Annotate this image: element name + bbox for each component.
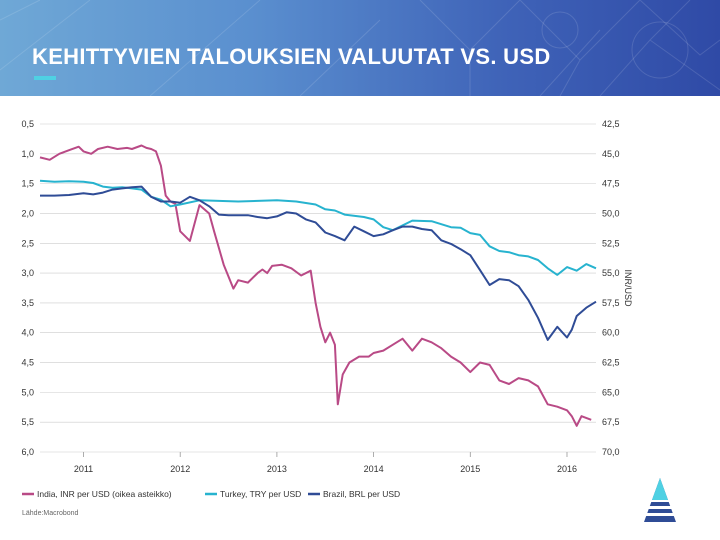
left-tick-label: 4,0 bbox=[21, 328, 34, 338]
currency-chart: 0,5 1,0 1,5 2,0 2,5 3,0 3,5 4,0 4,5 5,0 5,5 6,0 42,… bbox=[21, 119, 633, 499]
left-tick-label: 3,5 bbox=[21, 298, 34, 308]
right-tick-label: 65,0 bbox=[602, 387, 620, 397]
x-tick-label: 2016 bbox=[557, 464, 577, 474]
left-tick-label: 4,5 bbox=[21, 358, 34, 368]
left-tick-label: 0,5 bbox=[21, 119, 34, 129]
left-tick-label: 2,5 bbox=[21, 238, 34, 248]
left-tick-label: 5,5 bbox=[21, 417, 34, 427]
turkey-line bbox=[39, 179, 597, 276]
left-tick-label: 5,0 bbox=[21, 387, 34, 397]
legend-label: Brazil, BRL per USD bbox=[323, 489, 400, 499]
page-title: KEHITTYVIEN TALOUKSIEN VALUUTAT VS. USD bbox=[32, 44, 551, 69]
x-tick-label: 2012 bbox=[170, 464, 190, 474]
right-axis-label: INR/USD bbox=[623, 269, 633, 307]
company-logo-icon bbox=[644, 478, 676, 522]
right-tick-label: 62,5 bbox=[602, 358, 620, 368]
right-tick-label: 67,5 bbox=[602, 417, 620, 427]
left-tick-label: 6,0 bbox=[21, 447, 34, 457]
x-tick-label: 2015 bbox=[460, 464, 480, 474]
x-tick-label: 2014 bbox=[364, 464, 384, 474]
right-tick-label: 60,0 bbox=[602, 328, 620, 338]
right-tick-label: 70,0 bbox=[602, 447, 620, 457]
left-tick-label: 1,5 bbox=[21, 179, 34, 189]
legend-label: India, INR per USD (oikea asteikko) bbox=[37, 489, 172, 499]
decorative-pattern bbox=[0, 0, 720, 96]
title-accent-bar bbox=[34, 76, 56, 80]
india-line bbox=[39, 144, 592, 427]
brazil-line bbox=[40, 185, 597, 341]
right-tick-label: 45,0 bbox=[602, 149, 620, 159]
right-tick-label: 57,5 bbox=[602, 298, 620, 308]
right-tick-label: 42,5 bbox=[602, 119, 620, 129]
right-tick-label: 47,5 bbox=[602, 179, 620, 189]
left-tick-label: 1,0 bbox=[21, 149, 34, 159]
x-tick-label: 2011 bbox=[74, 464, 93, 474]
source-note: Lähde:Macrobond bbox=[22, 510, 79, 517]
x-tick-label: 2013 bbox=[267, 464, 287, 474]
left-tick-label: 3,0 bbox=[21, 268, 34, 278]
right-tick-label: 55,0 bbox=[602, 268, 620, 278]
right-tick-label: 50,0 bbox=[602, 208, 620, 218]
header-banner: KEHITTYVIEN TALOUKSIEN VALUUTAT VS. USD bbox=[0, 0, 720, 96]
right-tick-label: 52,5 bbox=[602, 238, 620, 248]
legend-label: Turkey, TRY per USD bbox=[220, 489, 301, 499]
left-tick-label: 2,0 bbox=[21, 208, 34, 218]
